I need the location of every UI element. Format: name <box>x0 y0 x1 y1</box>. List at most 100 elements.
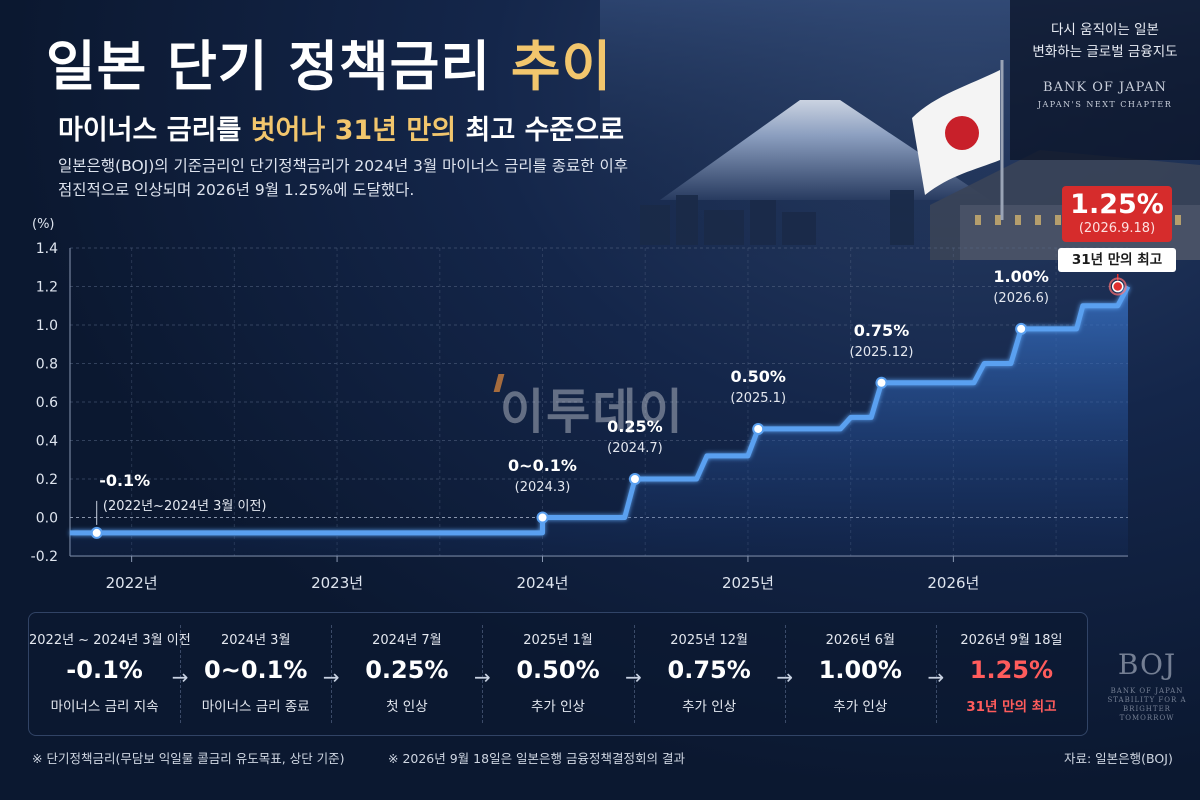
arrow-right-icon: → <box>171 665 189 689</box>
x-tick-label: 2025년 <box>722 574 774 592</box>
latest-rate-callout: 1.25% (2026.9.18) <box>1062 186 1172 242</box>
chart-ticks: 1.4 1.2 1.0 0.8 0.6 0.4 0.2 0.0 -0.2 2022년 2023년 20… <box>31 241 980 592</box>
timeline-divider <box>180 625 182 723</box>
timeline-divider <box>331 625 333 723</box>
timeline-value: 0.50% <box>516 656 600 684</box>
timeline-date: 2024년 3월 <box>221 633 291 648</box>
chart-area-layer <box>70 286 1128 556</box>
timeline-date: 2025년 12월 <box>670 633 748 648</box>
desc-line-1: 일본은행(BOJ)의 기준금리인 단기정책금리가 2024년 3월 마이너스 금… <box>58 157 629 175</box>
callout-tag: 31년 만의 최고 <box>1058 248 1176 272</box>
source-note: 자료: 일본은행(BOJ) <box>1064 751 1173 766</box>
subtitle-post: 최고 수준으로 <box>465 115 624 146</box>
footnote-2: ※ 2026년 9월 18일은 일본은행 금융정책결정회의 결과 <box>388 751 685 766</box>
timeline-note: 추가 인상 <box>833 699 888 715</box>
y-tick-label: 0.6 <box>36 395 58 411</box>
timeline-value: -0.1% <box>66 656 143 684</box>
timeline-value: 0.25% <box>365 656 449 684</box>
timeline-step: 2024년 3월 0~0.1% 마이너스 금리 종료 <box>180 613 331 735</box>
timeline-note: 추가 인상 <box>682 699 737 715</box>
y-tick-label: 0.8 <box>36 357 58 373</box>
timeline-note: 마이너스 금리 종료 <box>201 699 310 715</box>
mount-fuji <box>660 100 990 200</box>
caption-line-1: 다시 움직이는 일본 <box>1051 22 1159 38</box>
page-subtitle: 마이너스 금리를 벗어나 31년 만의 최고 수준으로 <box>58 108 624 147</box>
subtitle-pre: 마이너스 금리를 <box>58 115 242 146</box>
timeline-step: 2022년 ~ 2024년 3월 이전 -0.1% 마이너스 금리 지속 <box>29 613 191 735</box>
desc-line-2: 점진적으로 인상되며 2026년 9월 1.25%에 도달했다. <box>58 181 415 199</box>
rate-point <box>90 526 103 539</box>
rate-point <box>628 473 641 485</box>
timeline-divider <box>482 625 484 723</box>
point-value-label: 0~0.1% <box>508 455 577 475</box>
caption-tagline: JAPAN'S NEXT CHAPTER <box>1037 100 1173 109</box>
point-date-label: (2025.1) <box>730 390 787 406</box>
arrow-right-icon: → <box>776 665 794 689</box>
timeline-value: 0~0.1% <box>204 656 308 684</box>
rate-line <box>70 285 1131 536</box>
timeline-note: 31년 만의 최고 <box>966 699 1057 715</box>
y-tick-label: -0.2 <box>31 549 58 565</box>
logo-mark: BOJ <box>1117 648 1177 681</box>
x-tick-label: 2026년 <box>927 574 979 592</box>
rate-point <box>752 422 765 435</box>
rate-point <box>536 511 549 524</box>
timeline-divider <box>935 625 937 723</box>
subtitle-highlight: 벗어나 31년 만의 <box>250 115 457 146</box>
timeline-step: 2024년 7월 0.25% 첫 인상 <box>331 613 482 735</box>
timeline-value: 1.25% <box>969 656 1054 684</box>
arrow-right-icon: → <box>322 665 340 689</box>
y-tick-label: 0.0 <box>36 511 58 527</box>
point-value-label: 0.75% <box>853 320 910 340</box>
timeline-date: 2026년 9월 18일 <box>960 633 1063 648</box>
timeline-date: 2022년 ~ 2024년 3월 이전 <box>29 633 191 648</box>
timeline-divider <box>784 625 786 723</box>
timeline-value: 1.00% <box>818 656 902 684</box>
timeline-panel: 2022년 ~ 2024년 3월 이전 -0.1% 마이너스 금리 지속 2024년 … <box>28 612 1088 736</box>
chart-points <box>90 274 1127 539</box>
page-title: 일본 단기 정책금리 추이 <box>46 22 612 101</box>
point-date-label: (2024.7) <box>607 441 663 456</box>
caption-org: BANK OF JAPAN <box>1043 80 1167 95</box>
highlight-point <box>1111 280 1124 293</box>
timeline-value: 0.75% <box>667 656 751 684</box>
point-date-label: (2024.3) <box>514 479 571 495</box>
y-tick-label: 1.4 <box>36 241 58 257</box>
timeline-date: 2026년 6월 <box>825 633 895 648</box>
watermark-text: 이투데이 <box>500 384 685 440</box>
callout-value: 1.25% <box>1070 189 1164 220</box>
callout-date: (2026.9.18) <box>1078 221 1156 236</box>
chart-line-layer <box>70 285 1131 536</box>
title-main: 일본 단기 정책금리 <box>46 35 492 98</box>
y-tick-label: 0.2 <box>36 472 58 488</box>
point-value-label: 0.50% <box>730 366 786 386</box>
timeline-step: 2026년 9월 18일 1.25% 31년 만의 최고 <box>936 613 1087 735</box>
point-value-label: 1.00% <box>993 266 1049 286</box>
logo-tag-2: BRIGHTER TOMORROW <box>1119 705 1175 722</box>
x-tick-label: 2022년 <box>106 574 158 592</box>
x-tick-label: 2024년 <box>517 574 569 592</box>
logo-tag-1: STABILITY FOR A <box>1107 696 1187 704</box>
y-tick-label: 1.2 <box>36 280 58 296</box>
japan-flag <box>912 70 1000 195</box>
point-date-label: (2025.12) <box>849 344 914 360</box>
point-date-label: (2022년~2024년 3월 이전) <box>102 498 267 514</box>
y-tick-label: 1.0 <box>36 318 58 334</box>
point-value-label: -0.1% <box>99 470 151 490</box>
y-tick-label: 0.4 <box>36 434 58 450</box>
y-axis-label: (%) <box>32 217 55 232</box>
arrow-right-icon: → <box>927 665 945 689</box>
point-date-label: (2026.6) <box>993 290 1049 306</box>
top-right-caption: 다시 움직이는 일본 변화하는 글로벌 금융지도 BANK OF JAPAN J… <box>1010 0 1200 160</box>
logo-org: BANK OF JAPAN <box>1110 687 1184 695</box>
arrow-right-icon: → <box>625 665 642 689</box>
timeline-step: 2025년 12월 0.75% 추가 인상 <box>634 613 785 735</box>
timeline-date: 2025년 1월 <box>523 633 593 648</box>
point-value-label: 0.25% <box>607 417 663 436</box>
timeline-date: 2024년 7월 <box>372 633 442 648</box>
x-tick-label: 2023년 <box>311 574 363 592</box>
boj-logo: BOJ BANK OF JAPAN STABILITY FOR A BRIGHT… <box>1104 648 1190 723</box>
rate-area <box>70 286 1128 556</box>
